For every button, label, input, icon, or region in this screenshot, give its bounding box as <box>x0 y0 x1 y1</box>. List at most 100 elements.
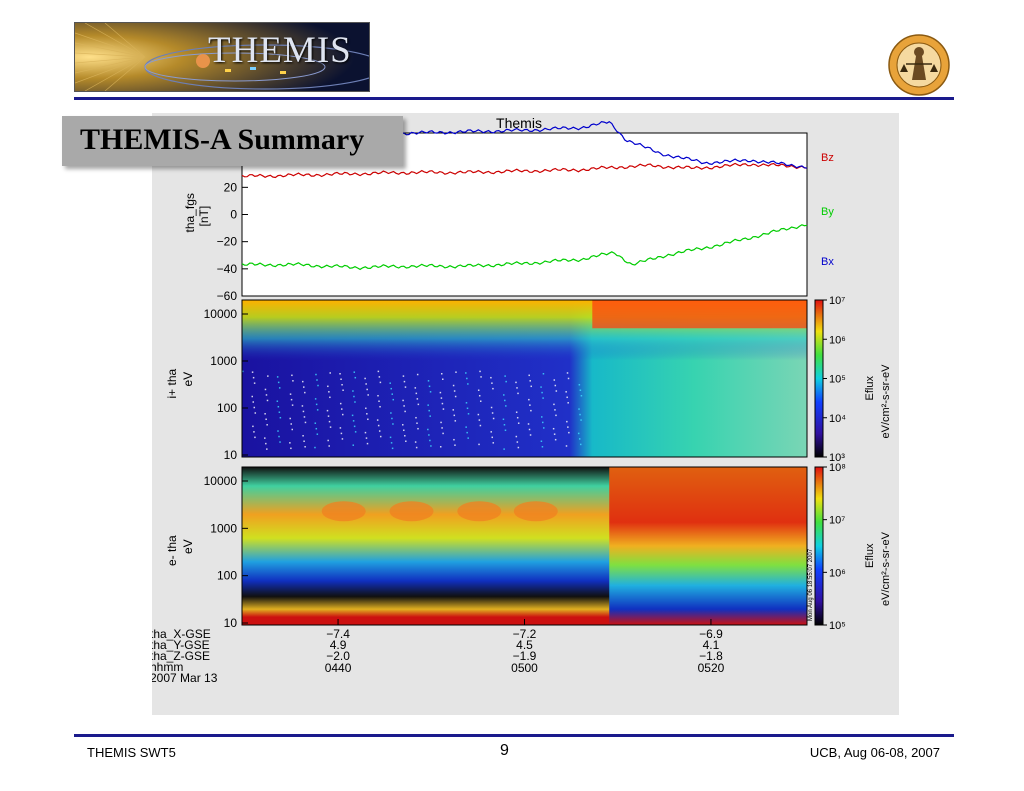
ion-speckle <box>342 413 344 416</box>
ion-speckle <box>466 431 468 434</box>
fgs-ytick-label: −40 <box>217 262 238 276</box>
ion-speckle <box>515 381 517 384</box>
ion-speckle <box>543 427 545 429</box>
ion-cbar-label: Eflux <box>864 376 876 401</box>
ion-speckle <box>351 414 354 417</box>
legend-by: By <box>821 206 834 218</box>
ion-speckle <box>290 447 292 450</box>
ion-speckle <box>578 438 581 440</box>
ion-speckle <box>467 437 469 439</box>
ion-colorbar <box>814 299 824 458</box>
ion-speckle <box>403 380 406 383</box>
z-gse-label: −1.9 <box>513 649 537 663</box>
footer-rule <box>74 734 954 737</box>
ion-speckle <box>478 419 481 421</box>
summary-title-box: THEMIS-A Summary <box>62 116 403 166</box>
ion-speckle <box>428 409 430 412</box>
ion-speckle <box>278 411 281 413</box>
ion-speckle <box>279 416 282 419</box>
electron-cbar-unit: eV/cm²-s-sr-eV <box>880 531 892 606</box>
ion-speckle <box>378 400 380 402</box>
ion-speckle <box>264 388 267 391</box>
ion-speckle <box>366 388 368 391</box>
ion-speckle <box>365 437 368 439</box>
ion-speckle <box>442 432 444 435</box>
ion-speckle <box>291 428 293 431</box>
ion-spectrogram-hot <box>592 300 807 329</box>
ion-speckle <box>367 418 369 421</box>
ion-speckle <box>402 424 404 426</box>
ion-speckle <box>404 435 406 437</box>
ion-speckle <box>327 415 330 417</box>
ion-speckle <box>553 403 555 406</box>
ion-speckle <box>580 394 583 397</box>
ion-speckle <box>378 376 381 378</box>
x-gse-label: −7.4 <box>326 627 350 641</box>
ion-speckle <box>329 396 331 399</box>
legend-bz: Bz <box>821 152 834 164</box>
ion-speckle <box>339 402 342 405</box>
ion-speckle <box>252 376 255 379</box>
ion-ytick-label: 10000 <box>204 307 238 321</box>
ion-speckle <box>491 436 494 439</box>
ion-speckle <box>505 405 507 407</box>
ion-speckle <box>453 414 456 417</box>
ion-speckle <box>580 419 582 421</box>
ion-speckle <box>291 404 294 406</box>
ion-speckle <box>466 377 468 380</box>
ion-speckle <box>579 443 582 446</box>
ion-speckle <box>428 434 430 436</box>
ion-speckle <box>277 405 280 408</box>
ion-speckle <box>466 407 469 410</box>
hhmm-label: 0520 <box>698 661 725 675</box>
ion-speckle <box>289 393 292 395</box>
x-axis-row-label: 2007 Mar 13 <box>152 671 218 685</box>
fgs-unit: [nT] <box>197 206 211 227</box>
ion-speckle <box>417 427 419 430</box>
ion-speckle <box>477 413 480 416</box>
ion-speckle <box>276 376 279 378</box>
fgs-series-by <box>241 224 808 271</box>
ion-speckle <box>252 425 254 428</box>
ion-speckle <box>414 387 417 389</box>
chart-title: Themis <box>496 115 542 131</box>
ion-speckle <box>389 436 392 439</box>
ion-speckle <box>253 382 256 384</box>
ion-speckle <box>254 412 257 414</box>
ion-speckle <box>479 400 482 402</box>
ion-speckle <box>517 422 520 424</box>
ion-speckle <box>253 431 255 433</box>
ion-speckle <box>568 431 570 434</box>
ion-speckle <box>491 412 494 414</box>
ion-speckle <box>440 397 443 399</box>
ion-speckle <box>304 391 306 394</box>
ion-speckle <box>567 377 570 380</box>
ion-speckle <box>340 378 342 380</box>
ion-speckle <box>328 391 330 393</box>
ion-speckle <box>364 431 367 434</box>
ion-speckle <box>403 405 405 407</box>
ion-ylabel: i+ tha <box>165 368 179 398</box>
ion-speckle <box>404 410 406 413</box>
ion-speckle <box>379 381 382 384</box>
ion-speckle <box>553 379 556 381</box>
ion-speckle <box>567 402 569 404</box>
ion-speckle <box>315 427 318 430</box>
ion-speckle <box>352 420 355 422</box>
ion-speckle <box>504 399 506 402</box>
ion-speckle <box>278 435 280 438</box>
ion-speckle <box>341 383 343 386</box>
electron-ylabel: e- tha <box>165 535 179 566</box>
ion-speckle <box>366 413 368 415</box>
ion-speckle <box>279 441 281 443</box>
ion-speckle <box>515 411 518 413</box>
ion-speckle <box>452 384 455 387</box>
ion-speckle <box>302 410 305 413</box>
ion-speckle <box>492 387 494 390</box>
fgs-ytick-label: −20 <box>217 235 238 249</box>
ion-speckle <box>528 428 531 431</box>
ion-speckle <box>566 420 568 423</box>
ion-speckle <box>316 433 319 435</box>
z-gse-label: −1.8 <box>699 649 723 663</box>
ion-speckle <box>517 446 520 449</box>
